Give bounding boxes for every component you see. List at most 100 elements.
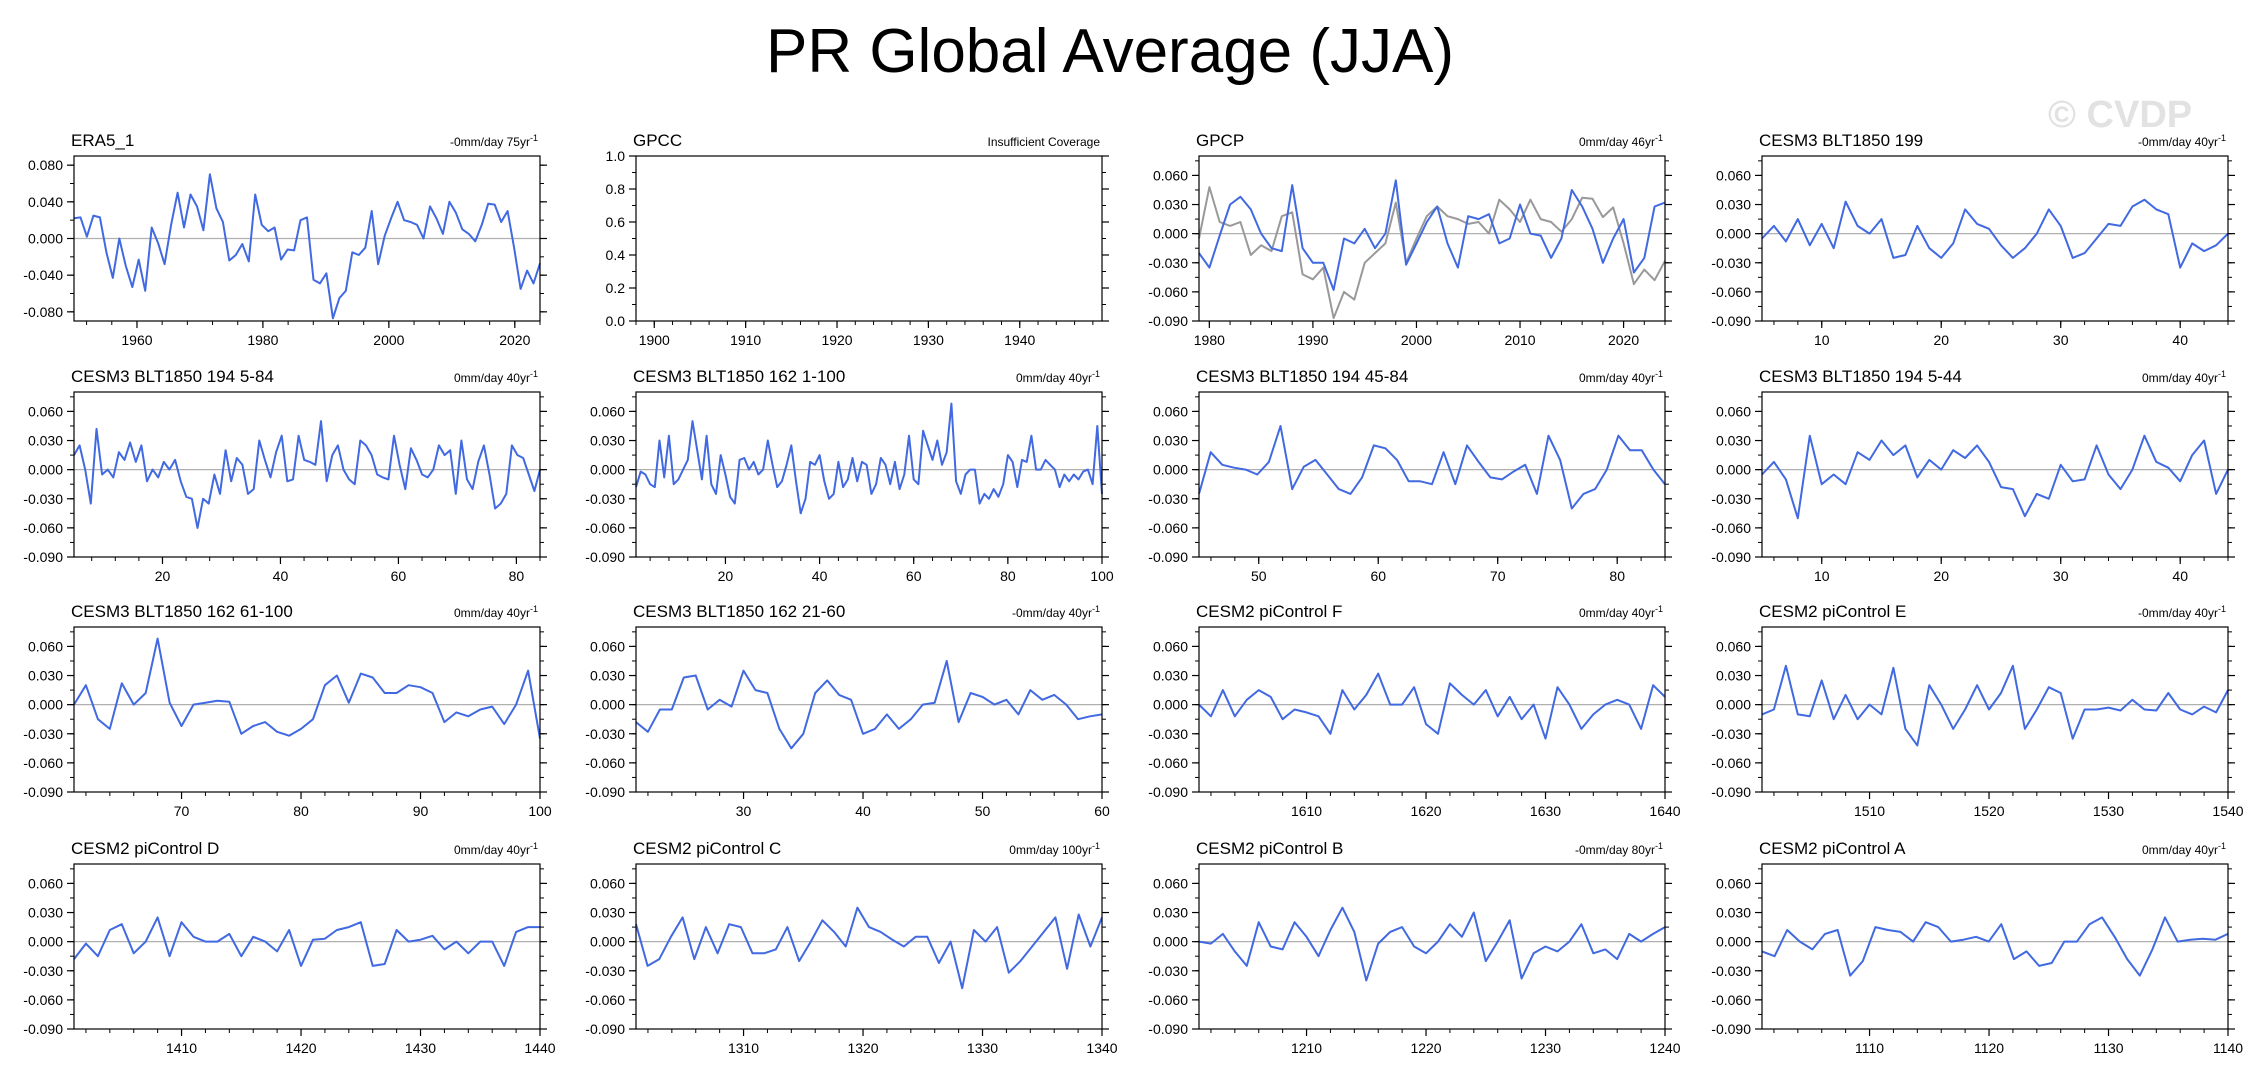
y-tick-label: 0.0 (606, 313, 626, 329)
y-tick-label: -0.060 (1711, 284, 1751, 300)
y-tick-label: 0.060 (28, 403, 63, 419)
y-tick-label: 0.060 (1153, 875, 1188, 891)
y-tick-label: -0.090 (23, 549, 63, 565)
y-tick-label: -0.090 (1711, 549, 1751, 565)
y-tick-label: 1.0 (606, 148, 626, 164)
y-tick-label: 0.040 (28, 194, 63, 210)
panel-annotation: -0mm/day 40yr-1 (1012, 604, 1100, 620)
x-tick-label: 1440 (524, 1040, 555, 1056)
y-tick-label: 0.030 (590, 433, 625, 449)
x-tick-label: 1630 (1530, 803, 1561, 819)
y-tick-label: -0.060 (23, 755, 63, 771)
x-tick-label: 1120 (1974, 1040, 2004, 1056)
y-tick-label: -0.030 (585, 491, 625, 507)
x-tick-label: 2020 (1608, 332, 1639, 348)
y-tick-label: -0.030 (1711, 255, 1751, 271)
x-tick-label: 70 (174, 803, 190, 819)
y-tick-label: 0.000 (590, 934, 625, 950)
panel-title: GPCC (633, 131, 682, 150)
panel-1: GPCC Insufficient Coverage 0.0 0.2 0.4 0.6 0.8… (606, 131, 1109, 348)
y-tick-label: 0.030 (28, 905, 63, 921)
x-tick-label: 1640 (1649, 803, 1680, 819)
panel-12: CESM2 piControl D 0mm/day 40yr-1 -0.090 -0.… (23, 839, 555, 1056)
x-tick-label: 1110 (1855, 1040, 1884, 1056)
panel-title: CESM2 piControl A (1759, 839, 1906, 858)
y-tick-label: 0.000 (590, 697, 625, 713)
panel-title: CESM3 BLT1850 162 61-100 (71, 602, 293, 621)
y-tick-label: 0.030 (1153, 905, 1188, 921)
series-line-0 (635, 660, 1103, 750)
x-tick-label: 20 (1933, 568, 1949, 584)
x-tick-label: 1520 (1973, 803, 2004, 819)
series-line-1 (1198, 179, 1666, 291)
y-tick-label: -0.030 (1148, 726, 1188, 742)
panel-annotation: 0mm/day 40yr-1 (1579, 369, 1663, 385)
panel-title: CESM2 piControl F (1196, 602, 1342, 621)
y-tick-label: 0.000 (590, 462, 625, 478)
series-line-0 (1198, 425, 1666, 510)
x-tick-label: 1430 (405, 1040, 436, 1056)
plot-frame (1198, 863, 1666, 1030)
y-tick-label: -0.030 (1148, 491, 1188, 507)
x-tick-label: 1930 (913, 332, 944, 348)
y-tick-label: 0.060 (1716, 403, 1751, 419)
x-tick-label: 40 (273, 568, 289, 584)
y-tick-label: 0.2 (606, 280, 626, 296)
panel-2: GPCP 0mm/day 46yr-1 -0.090 -0.060 -0.030 0.00… (1148, 131, 1672, 348)
y-tick-label: 0.030 (28, 433, 63, 449)
x-tick-label: 2000 (373, 332, 404, 348)
y-tick-label: 0.060 (1716, 638, 1751, 654)
x-tick-label: 1540 (2212, 803, 2243, 819)
panel-annotation: 0mm/day 40yr-1 (454, 841, 538, 857)
plot-frame (635, 863, 1103, 1030)
panel-3: CESM3 BLT1850 199 -0mm/day 40yr-1 -0.090 -0… (1711, 131, 2235, 348)
y-tick-label: -0.090 (1711, 784, 1751, 800)
panel-10: CESM2 piControl F 0mm/day 40yr-1 -0.090 -0.… (1148, 602, 1680, 819)
x-tick-label: 100 (528, 803, 552, 819)
panel-title: ERA5_1 (71, 131, 134, 150)
y-tick-label: -0.060 (1711, 992, 1751, 1008)
x-tick-label: 1620 (1410, 803, 1441, 819)
y-tick-label: -0.060 (585, 755, 625, 771)
series-line-0 (73, 173, 541, 320)
y-tick-label: -0.030 (1148, 963, 1188, 979)
x-tick-label: 80 (1000, 568, 1016, 584)
panel-title: CESM2 piControl B (1196, 839, 1343, 858)
x-tick-label: 1900 (639, 332, 670, 348)
panel-annotation: 0mm/day 40yr-1 (1016, 369, 1100, 385)
series-line-0 (1198, 672, 1666, 740)
x-tick-label: 40 (2172, 332, 2188, 348)
y-tick-label: -0.060 (23, 520, 63, 536)
x-tick-label: 1340 (1086, 1040, 1117, 1056)
x-tick-label: 60 (1094, 803, 1110, 819)
y-tick-label: 0.080 (28, 157, 63, 173)
plot-frame (1761, 391, 2229, 558)
y-tick-label: -0.090 (585, 549, 625, 565)
y-tick-label: 0.000 (1153, 226, 1188, 242)
x-tick-label: 1980 (247, 332, 278, 348)
y-tick-label: 0.030 (590, 668, 625, 684)
panel-annotation: 0mm/day 40yr-1 (2142, 841, 2226, 857)
y-tick-label: -0.040 (23, 267, 63, 283)
y-tick-label: 0.030 (1153, 668, 1188, 684)
x-tick-label: 80 (293, 803, 309, 819)
x-tick-label: 80 (1609, 568, 1625, 584)
series-line-0 (1761, 916, 2229, 977)
y-tick-label: -0.060 (1148, 520, 1188, 536)
x-tick-label: 1960 (121, 332, 152, 348)
y-tick-label: 0.6 (606, 214, 626, 230)
panel-9: CESM3 BLT1850 162 21-60 -0mm/day 40yr-1 -0… (585, 602, 1110, 819)
panel-annotation: 0mm/day 40yr-1 (2142, 369, 2226, 385)
x-tick-label: 50 (975, 803, 991, 819)
plot-frame (635, 391, 1103, 558)
y-tick-label: -0.030 (23, 491, 63, 507)
y-tick-label: -0.090 (1148, 313, 1188, 329)
panel-4: CESM3 BLT1850 194 5-84 0mm/day 40yr-1 -0.0… (23, 367, 547, 584)
y-tick-label: -0.090 (1148, 784, 1188, 800)
x-tick-label: 1140 (2213, 1040, 2243, 1056)
x-tick-label: 1940 (1004, 332, 1035, 348)
y-tick-label: 0.030 (1716, 905, 1751, 921)
x-tick-label: 10 (1814, 568, 1830, 584)
plot-frame (1761, 155, 2229, 322)
y-tick-label: 0.000 (1716, 226, 1751, 242)
